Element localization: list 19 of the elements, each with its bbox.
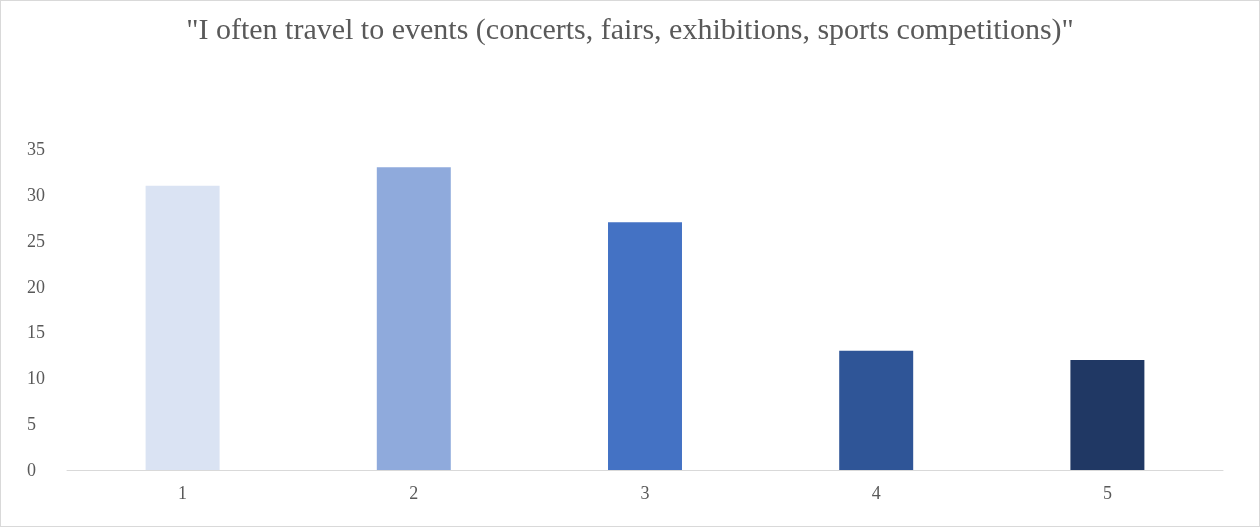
y-tick-label: 25 xyxy=(27,230,45,251)
y-tick-label: 10 xyxy=(27,368,45,389)
x-tick-label: 2 xyxy=(409,483,419,503)
x-tick-label: 5 xyxy=(1102,483,1112,503)
bar xyxy=(839,350,914,470)
y-tick-label: 15 xyxy=(27,322,45,343)
bar xyxy=(608,222,682,470)
y-tick-label: 35 xyxy=(27,139,45,159)
bar xyxy=(145,185,220,470)
y-tick-label: 20 xyxy=(27,276,45,297)
x-tick-label: 4 xyxy=(871,483,881,503)
y-tick-label: 5 xyxy=(27,414,36,435)
x-tick-label: 1 xyxy=(178,483,188,503)
x-tick-label: 3 xyxy=(640,483,650,503)
bar xyxy=(1070,359,1145,470)
y-tick-label: 0 xyxy=(27,460,36,480)
y-tick-label: 30 xyxy=(27,184,45,205)
bar xyxy=(376,167,451,470)
chart-title: "I often travel to events (concerts, fairs, exhibitions, sports competitions)" xyxy=(185,11,1075,47)
